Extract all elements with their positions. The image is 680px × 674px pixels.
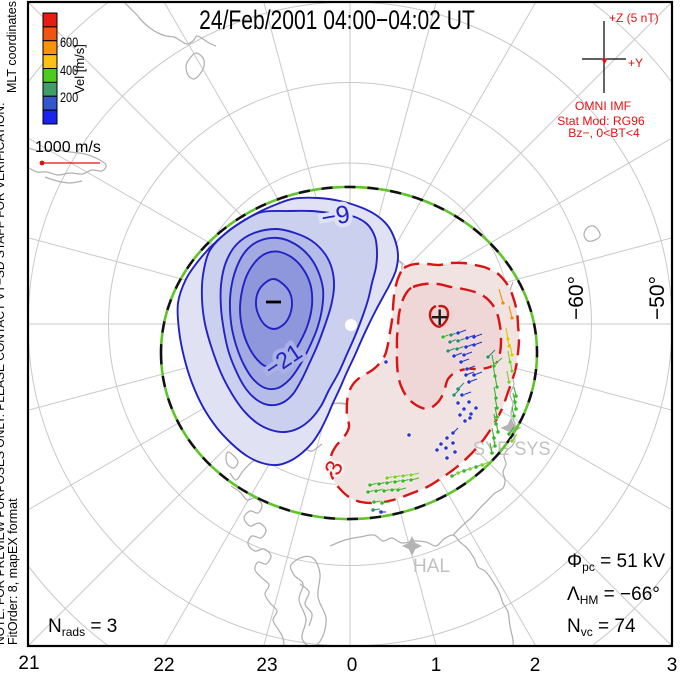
svg-text:−9: −9 <box>319 200 352 233</box>
svg-text:200: 200 <box>60 90 78 106</box>
svg-text:0: 0 <box>347 655 358 674</box>
svg-text:22: 22 <box>153 655 174 674</box>
svg-text:+Z (5 nT): +Z (5 nT) <box>609 11 659 25</box>
svg-text:ΛHM = −66°: ΛHM = −66° <box>567 584 660 607</box>
svg-text:3: 3 <box>667 655 678 674</box>
svg-text:Bz−, 0<BT<4: Bz−, 0<BT<4 <box>568 126 640 140</box>
svg-text:600: 600 <box>60 35 78 51</box>
svg-text:HAL: HAL <box>413 556 450 577</box>
svg-text:MLT coordinates: MLT coordinates <box>5 1 19 93</box>
svg-text:24/Feb/2001 04:00−04:02 UT: 24/Feb/2001 04:00−04:02 UT <box>199 6 475 36</box>
svg-text:Stat Mod: RG96: Stat Mod: RG96 <box>557 114 645 128</box>
svg-text:400: 400 <box>60 63 78 79</box>
svg-text:21: 21 <box>18 653 39 674</box>
svg-text:NOTE: FOR PREVIEW PURPOSES ONL: NOTE: FOR PREVIEW PURPOSES ONLY. PLEASE … <box>0 103 7 645</box>
svg-text:Nvc = 74: Nvc = 74 <box>567 616 636 639</box>
svg-text:Nrads = 3: Nrads = 3 <box>48 616 117 639</box>
svg-text:−50°: −50° <box>646 276 669 320</box>
svg-text:−60°: −60° <box>565 276 588 320</box>
svg-text:OMNI IMF: OMNI IMF <box>575 99 631 113</box>
svg-text:1000 m/s: 1000 m/s <box>35 139 101 156</box>
svg-text:23: 23 <box>256 655 277 674</box>
svg-text:2: 2 <box>530 655 541 674</box>
svg-text:Φpc = 51 kV: Φpc = 51 kV <box>567 551 665 574</box>
svg-text:1: 1 <box>431 655 442 674</box>
svg-text:FitOrder: 8, mapEX format: FitOrder: 8, mapEX format <box>6 498 20 645</box>
svg-text:+Y: +Y <box>628 56 643 70</box>
svg-text:Vel [m/s]: Vel [m/s] <box>72 44 87 94</box>
